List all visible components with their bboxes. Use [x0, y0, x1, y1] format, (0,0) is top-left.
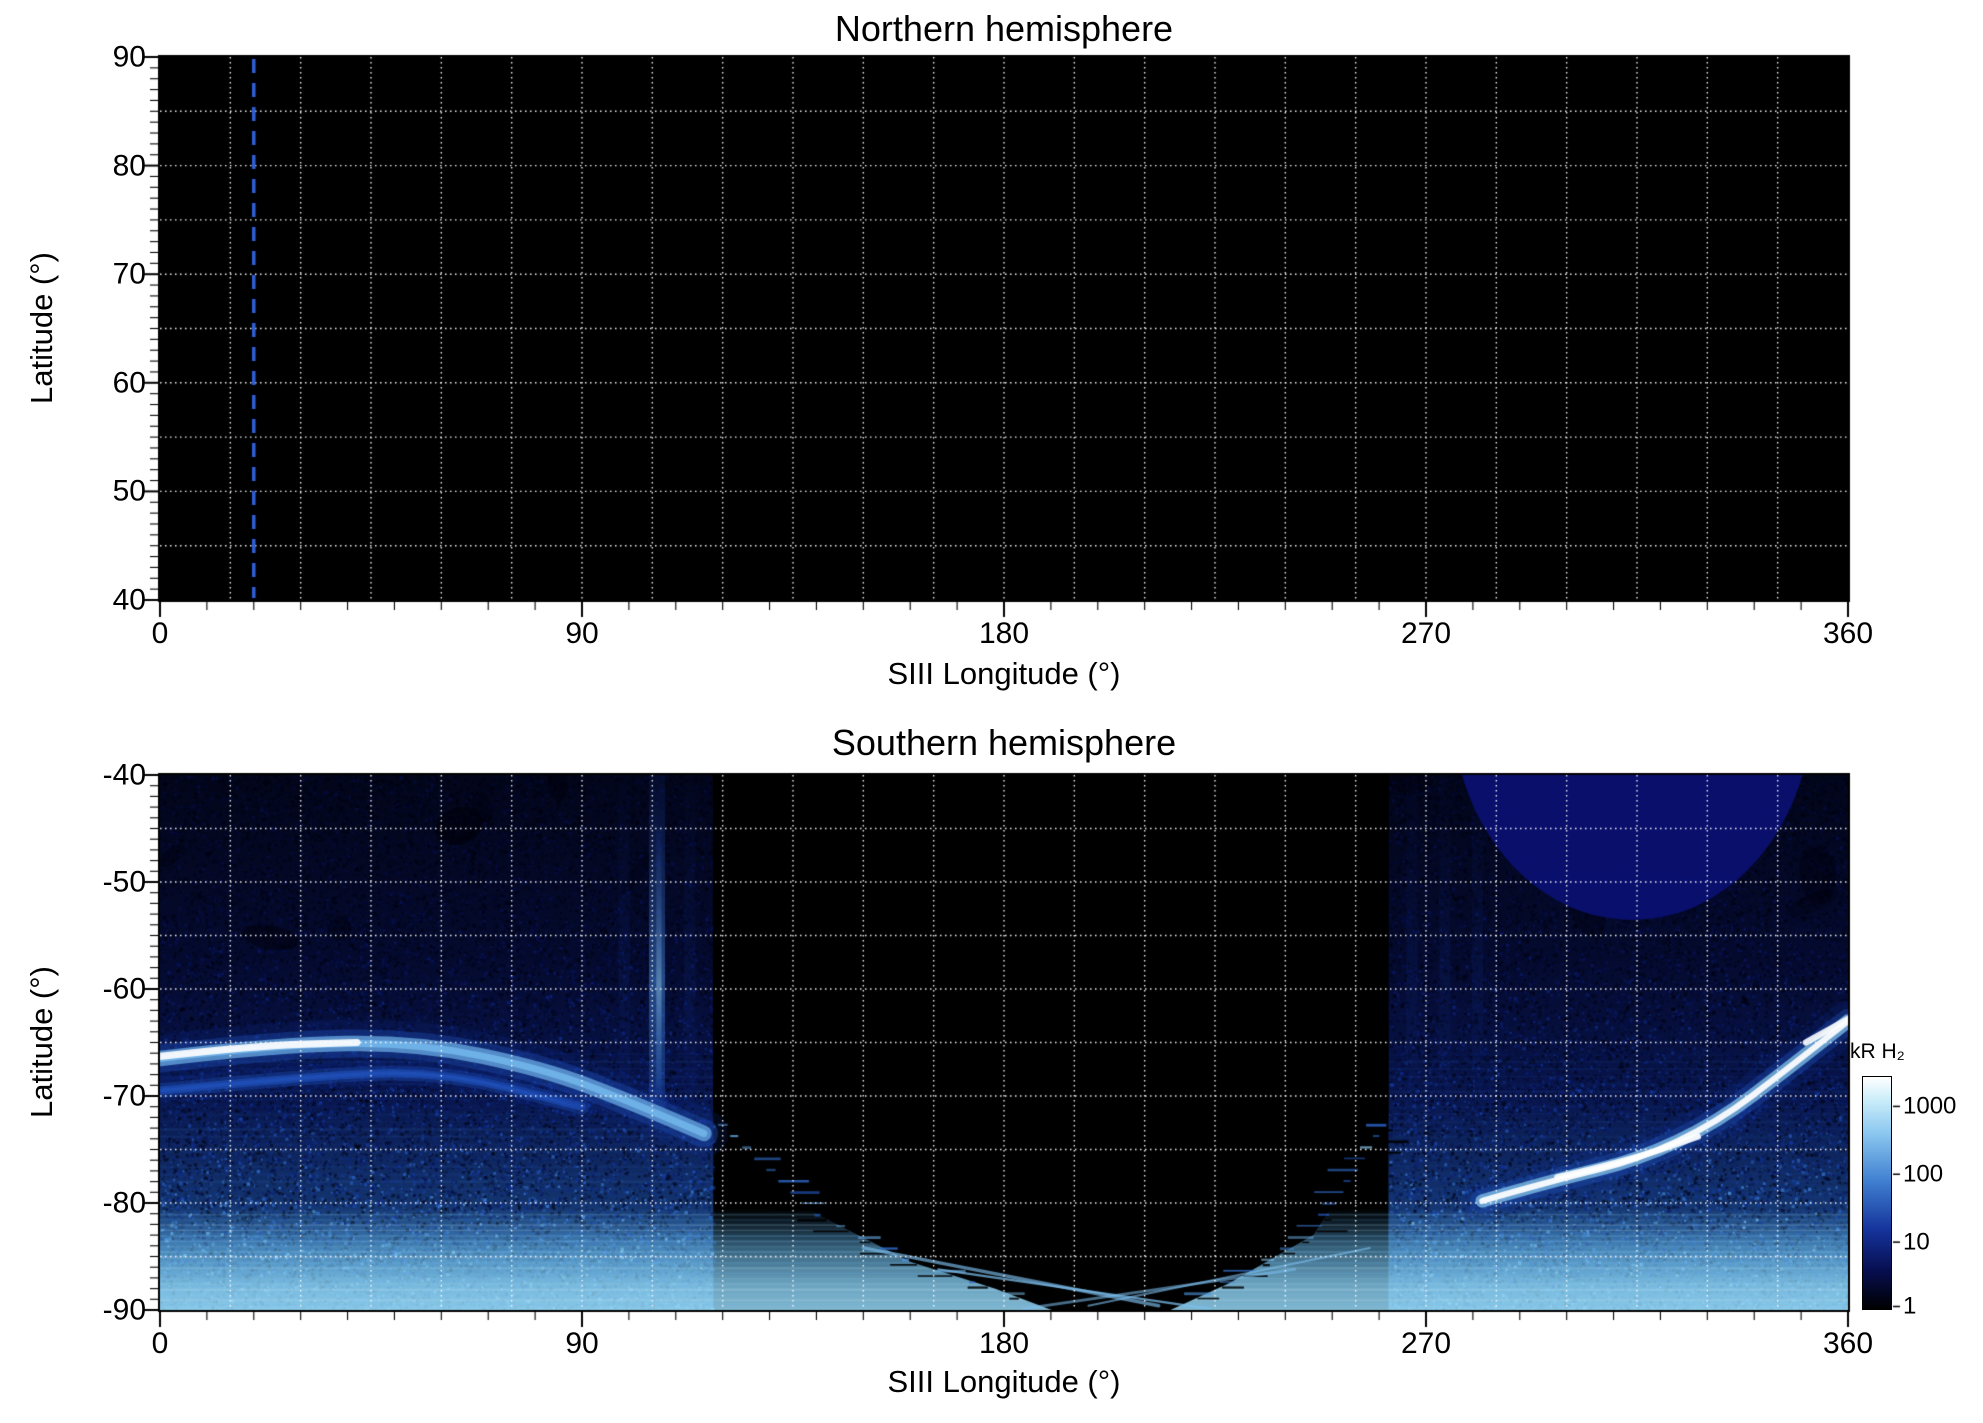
x-tick-label: 180	[978, 1327, 1030, 1360]
x-tick-label: 180	[978, 617, 1030, 650]
colorbar-tick-label: 100	[1903, 1160, 1944, 1188]
colorbar-tick-label: 1	[1903, 1292, 1917, 1320]
south-panel-title: Southern hemisphere	[831, 722, 1177, 763]
y-tick-label: 50	[112, 474, 146, 508]
colorbar-tick-label: 1000	[1903, 1092, 1957, 1120]
x-tick-label: 270	[1400, 617, 1452, 650]
y-tick-label: 70	[112, 257, 146, 291]
colorbar-title: kR H₂	[1850, 1040, 1905, 1063]
x-tick-label: 360	[1822, 617, 1874, 650]
x-tick-label: 0	[151, 617, 169, 650]
x-tick-label: 270	[1400, 1327, 1452, 1360]
y-tick-label: -50	[102, 865, 146, 899]
x-tick-label: 90	[565, 1327, 599, 1360]
y-tick-label: -60	[102, 972, 146, 1006]
y-tick-label: -90	[102, 1293, 146, 1327]
y-tick-label: -80	[102, 1186, 146, 1220]
colorbar-tick-label: 10	[1903, 1228, 1930, 1256]
y-tick-label: -70	[102, 1079, 146, 1113]
y-tick-label: 60	[112, 366, 146, 400]
y-tick-label: 90	[112, 40, 146, 74]
north-panel-title: Northern hemisphere	[834, 8, 1174, 49]
y-tick-label: -40	[102, 758, 146, 792]
north-x-axis-label: SIII Longitude (°)	[887, 656, 1121, 691]
south-x-axis-label: SIII Longitude (°)	[887, 1364, 1121, 1399]
y-tick-label: 40	[112, 583, 146, 617]
x-tick-label: 0	[151, 1327, 169, 1360]
y-tick-label: 80	[112, 148, 146, 182]
x-tick-label: 360	[1822, 1327, 1874, 1360]
colorbar-gradient	[1862, 1076, 1892, 1310]
x-tick-label: 90	[565, 617, 599, 650]
